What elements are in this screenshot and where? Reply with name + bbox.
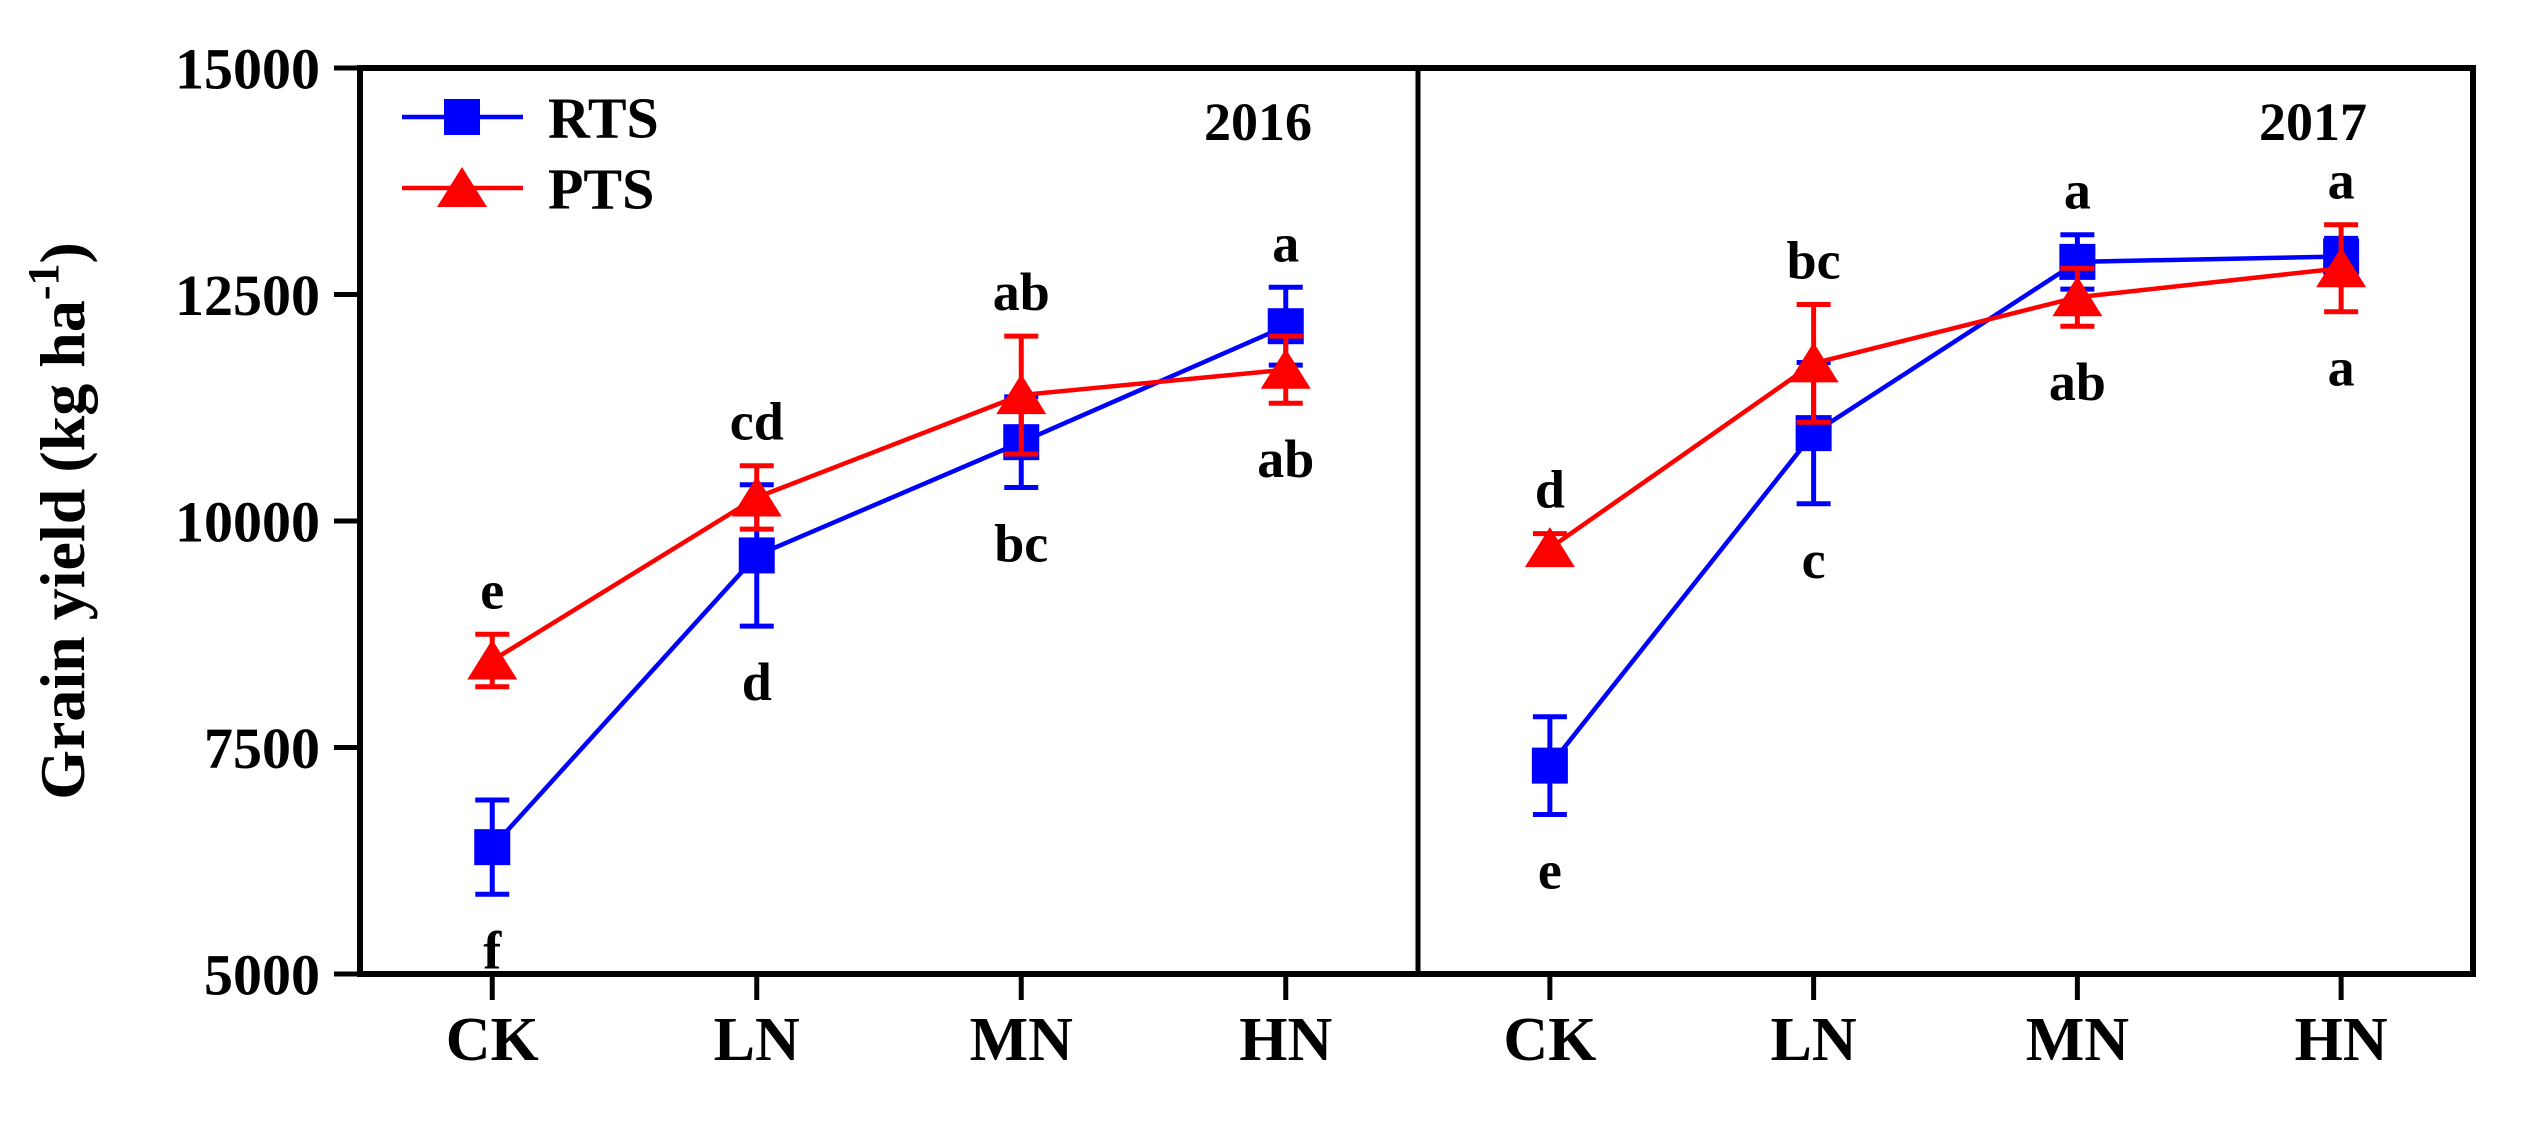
legend-item-pts: PTS [402, 156, 654, 221]
marker-triangle [2316, 247, 2367, 288]
marker-square [444, 99, 480, 135]
sig-letter-e: e [480, 560, 504, 620]
series-pts-2016 [467, 333, 1311, 690]
legend-label-rts: RTS [548, 85, 659, 150]
y-axis-title-group: Grain yield (kg ha-1) [19, 242, 98, 800]
marker-triangle [437, 167, 487, 207]
sig-letter-a: a [2328, 151, 2355, 211]
panel-year-label: 2017 [2259, 92, 2367, 152]
series-pts-2017 [1524, 222, 2367, 568]
sig-letter-bc: bc [1787, 230, 1841, 290]
sig-letter-a: a [2064, 161, 2091, 221]
series-line-rts [1548, 254, 2342, 768]
y-axis-title: Grain yield (kg ha-1) [19, 242, 98, 800]
sig-letter-ab: ab [2049, 352, 2106, 412]
marker-triangle [731, 476, 782, 517]
x-tick-label-ck: CK [446, 1006, 539, 1074]
x-tick-label-hn: HN [2295, 1006, 2388, 1074]
x-tick-label-ln: LN [1771, 1006, 1857, 1074]
legend-label-pts: PTS [548, 156, 654, 221]
y-tick-label: 12500 [175, 263, 320, 328]
marker-triangle [996, 374, 1047, 415]
y-axis: 5000 7500 10000 12500 15000 [175, 36, 360, 1007]
marker-square [738, 537, 775, 574]
legend-item-rts: RTS [402, 85, 659, 150]
sig-letter-d: d [742, 652, 772, 712]
y-tick-label: 15000 [175, 36, 320, 101]
marker-triangle [2052, 276, 2103, 317]
y-tick-label: 5000 [204, 942, 320, 1007]
sig-letter-c: c [1802, 530, 1826, 590]
sig-letter-f: f [483, 920, 502, 980]
y-tick-label: 7500 [204, 716, 320, 781]
x-tick-label-mn: MN [2026, 1006, 2129, 1074]
panel-label-2017: 2017 [2259, 92, 2367, 152]
marker-triangle [467, 639, 518, 680]
sig-letter-ab: ab [1257, 429, 1314, 489]
marker-triangle [1260, 348, 1311, 389]
y-tick-label: 10000 [175, 489, 320, 554]
sig-letter-a: a [2328, 338, 2355, 398]
sig-letter-bc: bc [994, 513, 1048, 573]
panel-year-label: 2016 [1204, 92, 1312, 152]
marker-square [474, 829, 511, 866]
sig-letter-a: a [1272, 213, 1299, 273]
x-tick-label-ck: CK [1503, 1006, 1596, 1074]
sig-letters-2017: e d c bc a ab a a [1535, 151, 2355, 901]
sig-letters-2016: f e d cd bc ab a ab [480, 213, 1314, 980]
x-tick-label-mn: MN [970, 1006, 1073, 1074]
sig-letter-cd: cd [730, 392, 784, 452]
sig-letter-ab: ab [993, 262, 1050, 322]
sig-letter-d: d [1535, 460, 1565, 520]
panel-label-2016: 2016 [1204, 92, 1312, 152]
marker-triangle [1524, 527, 1575, 568]
x-tick-label-ln: LN [714, 1006, 800, 1074]
series-line-pts [1548, 265, 2342, 551]
x-tick-label-hn: HN [1239, 1006, 1332, 1074]
series-line-pts [491, 367, 1286, 663]
sig-letter-e: e [1538, 841, 1562, 901]
marker-square [1531, 747, 1568, 784]
marker-triangle [1788, 342, 1839, 383]
x-axis: CK LN MN HN CK LN MN HN [446, 974, 2388, 1074]
